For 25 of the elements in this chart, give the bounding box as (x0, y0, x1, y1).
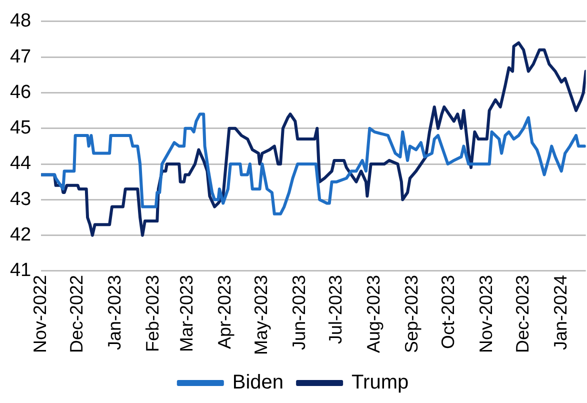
x-tick-label: Nov-2022 (30, 274, 50, 354)
x-tick-label: May-2023 (251, 274, 272, 356)
x-tick-label: Dec-2022 (66, 274, 87, 354)
legend-label: Trump (352, 372, 409, 394)
y-tick-label: 44 (10, 153, 32, 174)
y-tick-label: 43 (10, 188, 32, 210)
y-tick-label: 42 (10, 224, 32, 246)
x-tick-label: Sep-2023 (401, 274, 422, 354)
x-tick-label: Apr-2023 (214, 274, 235, 350)
y-tick-label: 48 (10, 10, 32, 32)
x-tick-label: Jan-2023 (104, 274, 125, 350)
x-tick-label: Nov-2023 (476, 274, 496, 354)
x-tick-label: Oct-2023 (438, 274, 458, 350)
x-tick-label: Jan-2024 (550, 274, 570, 350)
x-tick-label: Mar-2023 (176, 274, 197, 352)
y-tick-label: 45 (10, 118, 32, 139)
y-tick-label: 46 (10, 82, 32, 103)
x-tick-label: Dec-2023 (512, 274, 533, 354)
y-tick-label: 41 (10, 260, 32, 282)
x-tick-label: Jul-2023 (326, 274, 346, 344)
x-tick-label: Feb-2023 (142, 274, 162, 352)
y-tick-label: 47 (10, 46, 32, 68)
x-tick-label: Aug-2023 (364, 274, 384, 354)
x-tick-label: Jun-2023 (289, 274, 310, 350)
legend-label: Biden (232, 372, 284, 394)
